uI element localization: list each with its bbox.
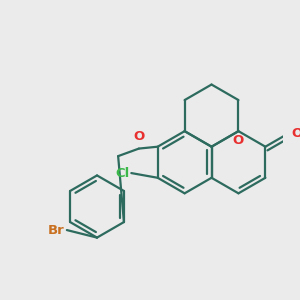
Text: O: O [133,130,145,143]
Text: O: O [233,134,244,147]
Text: O: O [291,127,300,140]
Text: Cl: Cl [115,167,129,180]
Text: Br: Br [48,224,65,237]
